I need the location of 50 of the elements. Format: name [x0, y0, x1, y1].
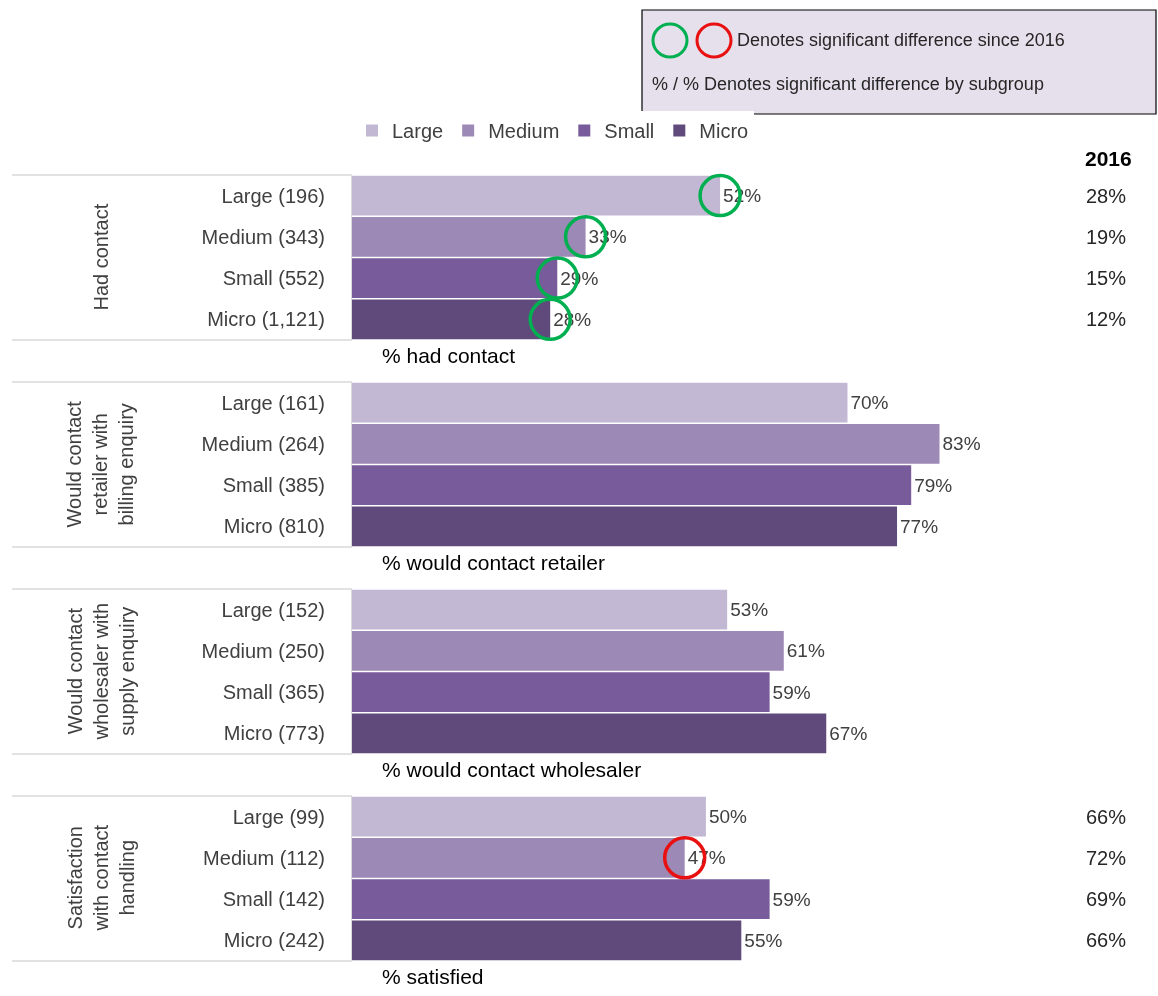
text: % / % Denotes significant difference by subgroup — [652, 74, 1044, 94]
y-axis-title: Satisfaction with contact handling — [63, 824, 138, 932]
annotation: 28% — [1086, 185, 1127, 207]
x-axis-title: % would contact retailer — [382, 551, 605, 574]
data-label: 83% — [942, 433, 981, 455]
y-axis-title: Would contact wholesaler with supply enquiry — [63, 602, 138, 741]
data-label: 77% — [900, 515, 939, 537]
y-tick-label: Small (365) — [222, 681, 325, 704]
legend-label: Medium — [488, 120, 560, 143]
y-tick-label: Medium (250) — [201, 639, 325, 662]
y-tick-label: Medium (343) — [201, 225, 325, 248]
text: 2016 — [1085, 147, 1132, 170]
annotation: 12% — [1086, 308, 1127, 330]
legend-label: Large — [392, 120, 444, 143]
legend-label: Micro — [699, 120, 749, 143]
y-tick-label: Micro (810) — [223, 515, 325, 538]
y-tick-label: Micro (242) — [223, 929, 325, 952]
y-tick-label: Large (196) — [221, 184, 325, 207]
y-tick-label: Large (99) — [232, 805, 325, 828]
y-tick-label: Large (152) — [221, 598, 325, 621]
y-tick-label: Small (552) — [222, 267, 325, 290]
data-label: 59% — [772, 888, 811, 910]
data-label: 55% — [744, 929, 783, 951]
data-label: 67% — [829, 722, 868, 744]
data-label: 53% — [730, 599, 769, 621]
y-tick-label: Small (385) — [222, 474, 325, 497]
y-tick-label: Medium (264) — [201, 432, 325, 455]
text: Denotes significant difference since 2016 — [737, 30, 1065, 50]
y-axis-title: Had contact — [89, 203, 112, 311]
data-label: 79% — [914, 474, 953, 496]
y-tick-label: Micro (773) — [223, 722, 325, 745]
data-label: 61% — [786, 640, 825, 662]
y-tick-label: Large (161) — [221, 391, 325, 414]
data-label: 70% — [850, 392, 889, 414]
annotation: 15% — [1086, 267, 1127, 289]
text: 72% — [1086, 847, 1127, 869]
x-axis-title: % had contact — [382, 344, 516, 367]
text: 66% — [1086, 806, 1127, 828]
x-axis-title: % would contact wholesaler — [382, 758, 642, 781]
x-axis-title: % satisfied — [382, 965, 484, 988]
text: 66% — [1086, 929, 1127, 951]
y-tick-label: Micro (1,121) — [207, 308, 325, 331]
legend-label: Small — [604, 120, 655, 143]
y-tick-label: Medium (112) — [203, 846, 325, 869]
y-tick-label: Small (142) — [222, 888, 325, 911]
annotation: 19% — [1086, 226, 1127, 248]
text: 69% — [1086, 888, 1127, 910]
data-label: 50% — [708, 806, 748, 828]
data-label: 59% — [772, 681, 811, 703]
y-axis-title: Would contact retailer with billing enquiry — [62, 400, 137, 528]
